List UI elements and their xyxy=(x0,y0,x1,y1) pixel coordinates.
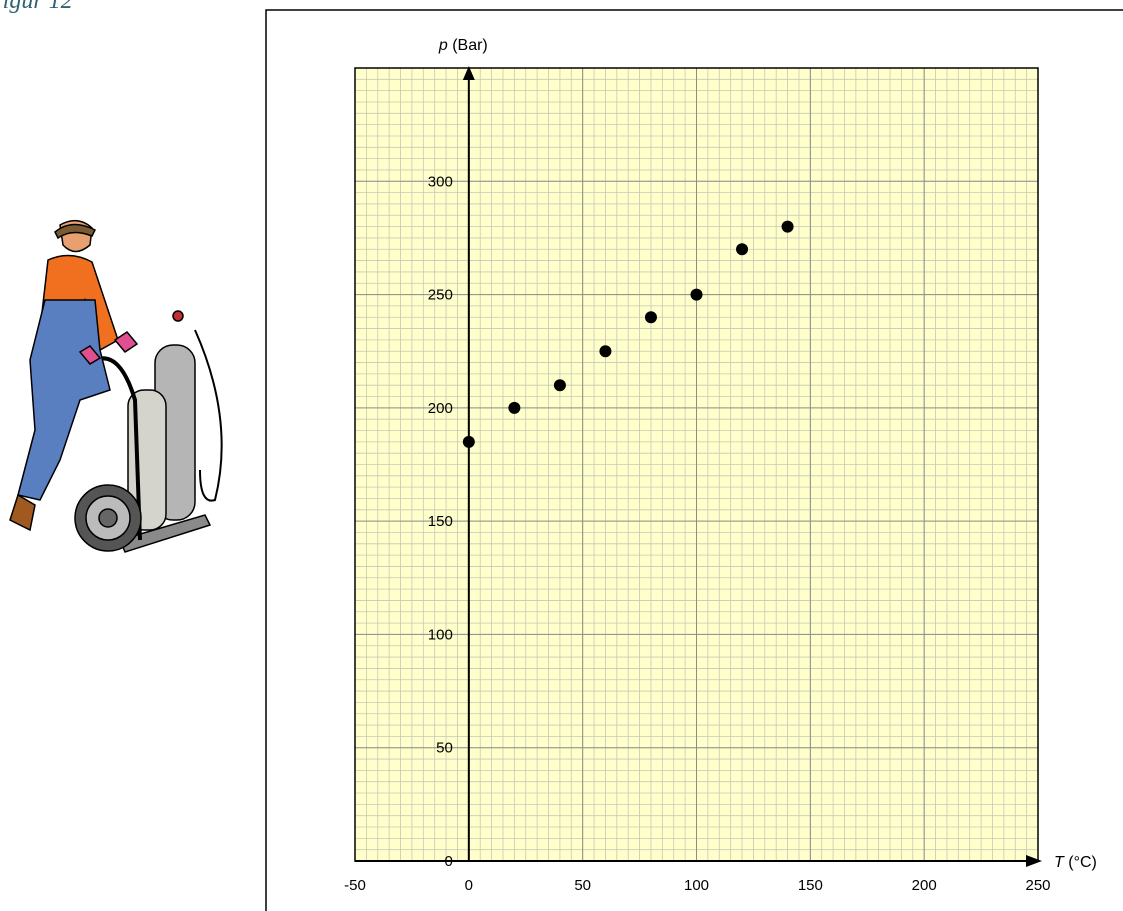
figure-label: Figur 12 xyxy=(0,0,73,14)
data-point xyxy=(691,289,703,301)
y-axis-symbol: p xyxy=(438,37,448,54)
x-tick-label: 100 xyxy=(684,877,709,894)
y-tick-label: 100 xyxy=(428,626,453,643)
illustration xyxy=(10,221,222,552)
x-axis-label: T (°C) xyxy=(1054,854,1097,871)
x-tick-label: 200 xyxy=(912,877,937,894)
chart: Figur 12 -500501001502002500501001502002… xyxy=(0,0,1123,911)
x-tick-label: 150 xyxy=(798,877,823,894)
page: {"figure_label": "Figur 12", "chart_data… xyxy=(0,0,1123,911)
y-axis-label: p (Bar) xyxy=(438,37,488,54)
x-tick-label: -50 xyxy=(344,877,366,894)
x-tick-label: 0 xyxy=(465,877,473,894)
data-point xyxy=(463,436,475,448)
x-axis-symbol: T xyxy=(1054,854,1065,871)
data-point xyxy=(599,345,611,357)
data-point xyxy=(554,379,566,391)
y-tick-label: 200 xyxy=(428,400,453,417)
x-tick-label: 250 xyxy=(1025,877,1050,894)
y-axis-unit: (Bar) xyxy=(452,37,488,54)
data-point xyxy=(782,221,794,233)
y-tick-label: 150 xyxy=(428,513,453,530)
x-tick-label: 50 xyxy=(574,877,591,894)
x-axis-unit: (°C) xyxy=(1068,854,1097,871)
data-point xyxy=(736,243,748,255)
y-tick-label: 300 xyxy=(428,173,453,190)
y-tick-label: 50 xyxy=(436,740,453,757)
data-point xyxy=(645,311,657,323)
y-tick-label: 250 xyxy=(428,287,453,304)
data-point xyxy=(508,402,520,414)
